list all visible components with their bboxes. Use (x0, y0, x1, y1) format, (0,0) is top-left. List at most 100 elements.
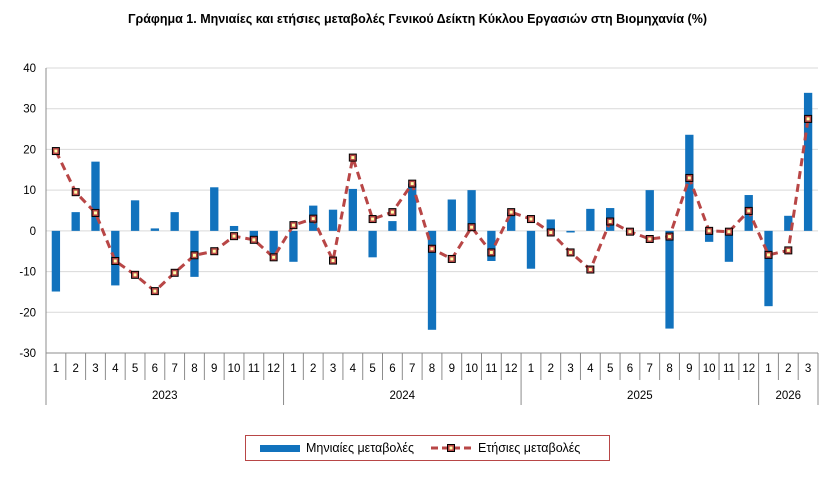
point-annual-center (648, 237, 652, 241)
y-tick-label: -30 (19, 348, 36, 360)
point-annual-center (687, 176, 691, 180)
bar-monthly (368, 230, 377, 258)
point-annual-center (628, 230, 632, 234)
x-tick-label: 9 (449, 363, 455, 375)
x-tick-label: 7 (171, 363, 177, 375)
chart-title: Γράφημα 1. Μηνιαίες και ετήσιες μεταβολέ… (127, 12, 707, 26)
point-annual-center (569, 250, 573, 254)
bar-monthly (249, 230, 259, 240)
point-annual-center (291, 223, 295, 227)
x-tick-label: 4 (112, 363, 119, 375)
x-tick-label: 8 (666, 363, 672, 375)
point-annual-center (430, 247, 434, 251)
bar-monthly (803, 92, 813, 231)
x-tick-label: 1 (53, 363, 59, 375)
point-annual-center (212, 249, 216, 253)
bar-monthly (150, 228, 160, 231)
y-tick-label: 30 (23, 104, 36, 116)
bar-monthly (586, 208, 595, 231)
bar-monthly (526, 230, 536, 269)
y-tick-label: 0 (30, 226, 36, 238)
bar-monthly (764, 230, 773, 307)
bar-monthly (427, 230, 437, 330)
point-annual-center (707, 229, 711, 233)
bar-monthly (507, 212, 516, 231)
point-annual-center (371, 217, 375, 221)
bar-monthly (348, 188, 357, 231)
year-label: 2024 (390, 390, 416, 402)
point-annual-center (252, 238, 256, 242)
x-tick-label: 2 (310, 363, 316, 375)
bar-monthly (784, 215, 793, 231)
x-tick-label: 7 (647, 363, 653, 375)
x-tick-label: 6 (627, 363, 633, 375)
x-tick-label: 9 (686, 363, 692, 375)
point-annual-center (608, 219, 612, 223)
point-annual-center (529, 217, 533, 221)
x-tick-label: 6 (152, 363, 158, 375)
bar-monthly (685, 134, 694, 231)
bar-monthly (210, 187, 219, 231)
bar-monthly (229, 225, 239, 231)
point-annual-center (549, 230, 553, 234)
y-tick-label: 10 (23, 185, 36, 197)
point-annual-center (489, 250, 493, 254)
bar-monthly (130, 200, 140, 231)
point-annual-center (727, 230, 731, 234)
monthly-bars (51, 92, 813, 330)
year-label: 2025 (627, 390, 653, 402)
point-annual-center (153, 289, 157, 293)
x-tick-label: 10 (228, 363, 241, 375)
point-annual-center (54, 149, 58, 153)
legend-label-annual: Ετήσιες μεταβολές (477, 441, 581, 455)
x-tick-label: 4 (587, 363, 594, 375)
x-tick-label: 6 (389, 363, 395, 375)
x-tick-label: 4 (350, 363, 357, 375)
bar-monthly (269, 230, 278, 254)
bar-monthly (71, 212, 80, 231)
x-tick-label: 11 (248, 363, 260, 375)
point-annual-center (509, 210, 513, 214)
x-tick-label: 5 (369, 363, 375, 375)
bar-monthly (388, 221, 397, 231)
bar-monthly (665, 230, 674, 329)
point-annual-center (470, 225, 474, 229)
bar-monthly (467, 190, 476, 231)
x-tick-label: 10 (703, 363, 716, 375)
point-annual-center (93, 211, 97, 215)
bar-monthly (546, 219, 555, 231)
point-annual-center (588, 268, 592, 272)
bar-monthly (724, 230, 734, 262)
x-tick-label: 3 (330, 363, 336, 375)
x-tick-label: 3 (92, 363, 98, 375)
bar-monthly (487, 230, 496, 261)
y-tick-label: 20 (23, 144, 36, 156)
x-tick-label: 11 (485, 363, 497, 375)
bar-monthly (289, 230, 298, 262)
y-tick-label: 40 (23, 63, 36, 75)
y-axis: -30 -20 -10 0 10 20 30 40 (19, 63, 47, 405)
legend-label-monthly: Μηνιαίες μεταβολές (306, 441, 414, 455)
x-tick-label: 7 (409, 363, 415, 375)
x-tick-label: 2 (72, 363, 78, 375)
bar-monthly (51, 230, 61, 292)
point-annual-center (133, 273, 137, 277)
x-tick-label: 12 (267, 363, 280, 375)
bar-monthly (704, 230, 714, 242)
x-tick-label: 8 (191, 363, 197, 375)
legend: Μηνιαίες μεταβολές Ετήσιες μεταβολές (245, 435, 610, 461)
bar-monthly (328, 209, 338, 231)
x-tick-label: 2 (548, 363, 554, 375)
point-annual-center (351, 156, 355, 160)
x-tick-label: 9 (211, 363, 217, 375)
point-annual-center (113, 259, 117, 263)
point-annual-center (173, 271, 177, 275)
year-label: 2026 (776, 390, 802, 402)
point-annual-center (668, 235, 672, 239)
point-annual-center (192, 253, 196, 257)
bar-monthly (645, 190, 654, 231)
y-tick-label: -10 (19, 267, 36, 279)
x-tick-label: 2 (785, 363, 791, 375)
point-annual-center (806, 117, 810, 121)
x-tick-label: 5 (132, 363, 138, 375)
